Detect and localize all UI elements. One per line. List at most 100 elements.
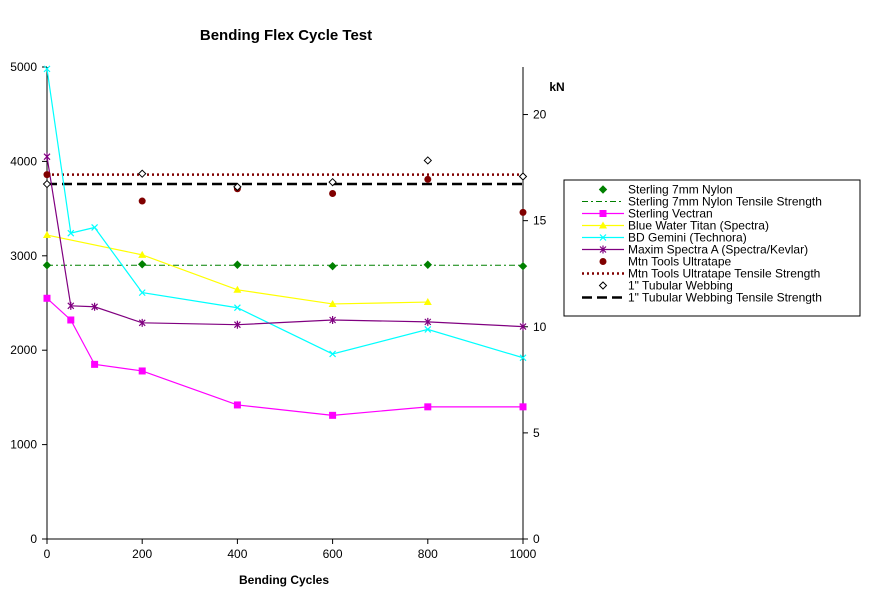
legend-item: Maxim Spectra A (Spectra/Kevlar) xyxy=(582,243,808,257)
data-point xyxy=(233,304,241,312)
data-point xyxy=(138,250,147,258)
x-tick-label: 0 xyxy=(44,547,51,561)
data-point xyxy=(233,285,242,293)
legend-box xyxy=(563,179,861,317)
x-tick-label: 400 xyxy=(227,547,247,561)
y-tick-label: 2000 xyxy=(10,343,37,357)
legend-item: BD Gemini (Technora) xyxy=(582,231,747,245)
legend-label: 1" Tubular Webbing xyxy=(628,279,733,293)
data-point xyxy=(599,210,607,217)
data-point xyxy=(598,185,608,194)
data-point xyxy=(42,261,52,270)
data-point xyxy=(67,316,75,324)
data-point xyxy=(138,318,146,327)
data-point xyxy=(43,171,51,179)
data-point xyxy=(329,411,337,419)
data-point xyxy=(67,229,75,237)
series-5 xyxy=(43,152,527,331)
data-point xyxy=(138,367,146,375)
data-point xyxy=(42,179,52,189)
y-tick-label: 1000 xyxy=(10,438,37,452)
x-tick-label: 1000 xyxy=(510,547,537,561)
legend-item: Mtn Tools Ultratape xyxy=(599,255,731,269)
data-point xyxy=(329,350,337,358)
x-tick-label: 200 xyxy=(132,547,152,561)
y-tick-label: 5000 xyxy=(10,60,37,74)
data-point xyxy=(328,177,337,187)
data-point xyxy=(91,360,99,368)
legend-label: BD Gemini (Technora) xyxy=(628,231,747,245)
data-point xyxy=(67,301,75,310)
legend-item: Mtn Tools Ultratape Tensile Strength xyxy=(582,267,820,281)
series-8 xyxy=(42,156,528,192)
chart-title: Bending Flex Cycle Test xyxy=(200,27,372,44)
y2-axis-title: kN xyxy=(549,80,564,94)
series-line xyxy=(46,297,523,416)
y-tick-label: 3000 xyxy=(10,249,37,263)
series-2 xyxy=(43,294,527,419)
axis-ticks: 0 200 400 600 800 100001000200030004000500005… xyxy=(10,60,546,561)
legend-label: Sterling 7mm Nylon Tensile Strength xyxy=(628,195,822,209)
y2-tick-label: 0 xyxy=(533,532,540,546)
data-point xyxy=(233,182,242,192)
data-point xyxy=(328,261,337,271)
data-point xyxy=(91,302,99,311)
data-point xyxy=(43,152,51,161)
data-point xyxy=(599,221,607,229)
series-line xyxy=(46,156,524,328)
series-4 xyxy=(43,65,527,362)
legend-label: Sterling Vectran xyxy=(628,207,713,221)
y-tick-label: 0 xyxy=(30,532,37,546)
data-point xyxy=(424,317,432,326)
data-point xyxy=(424,175,432,183)
data-point xyxy=(518,261,528,271)
data-point xyxy=(518,172,528,181)
data-point xyxy=(423,298,432,306)
legend-item: 1" Tubular Webbing xyxy=(598,279,733,293)
x-tick-label: 600 xyxy=(323,547,343,561)
legend-label: Sterling 7mm Nylon xyxy=(628,183,733,197)
legend-item: Sterling 7mm Nylon xyxy=(598,183,733,197)
y2-tick-label: 5 xyxy=(533,426,540,440)
data-point xyxy=(43,231,51,239)
plot-area xyxy=(42,65,528,419)
series-3 xyxy=(43,231,432,307)
legend-label: Mtn Tools Ultratape Tensile Strength xyxy=(628,267,820,281)
series-line xyxy=(46,68,524,359)
data-point xyxy=(599,234,607,241)
data-point xyxy=(519,322,527,331)
y2-tick-label: 15 xyxy=(533,214,547,228)
data-point xyxy=(138,289,146,297)
y2-tick-label: 20 xyxy=(533,108,547,122)
series-6 xyxy=(43,171,527,216)
y-tick-label: 4000 xyxy=(10,154,37,168)
legend-label: Mtn Tools Ultratape xyxy=(628,255,731,269)
data-point xyxy=(599,245,607,254)
data-point xyxy=(424,403,432,411)
data-point xyxy=(233,401,241,409)
data-point xyxy=(423,260,433,269)
data-point xyxy=(423,156,433,165)
data-point xyxy=(43,65,51,73)
data-point xyxy=(233,260,242,269)
data-point xyxy=(519,354,527,362)
data-point xyxy=(138,197,146,205)
legend-item: Sterling 7mm Nylon Tensile Strength xyxy=(582,195,822,209)
data-point xyxy=(43,294,51,302)
data-point xyxy=(137,169,147,178)
data-point xyxy=(329,189,337,197)
y2-tick-label: 10 xyxy=(533,320,547,334)
series-0 xyxy=(42,260,528,271)
legend-item: 1" Tubular Webbing Tensile Strength xyxy=(582,291,822,305)
legend-item: Sterling Vectran xyxy=(582,207,713,221)
data-point xyxy=(599,258,607,265)
data-point xyxy=(91,224,99,231)
data-point xyxy=(328,299,337,307)
data-point xyxy=(519,403,527,411)
data-point xyxy=(233,320,241,329)
series-line xyxy=(46,234,428,305)
legend-label: Maxim Spectra A (Spectra/Kevlar) xyxy=(628,243,808,257)
legend-label: 1" Tubular Webbing Tensile Strength xyxy=(628,291,822,305)
